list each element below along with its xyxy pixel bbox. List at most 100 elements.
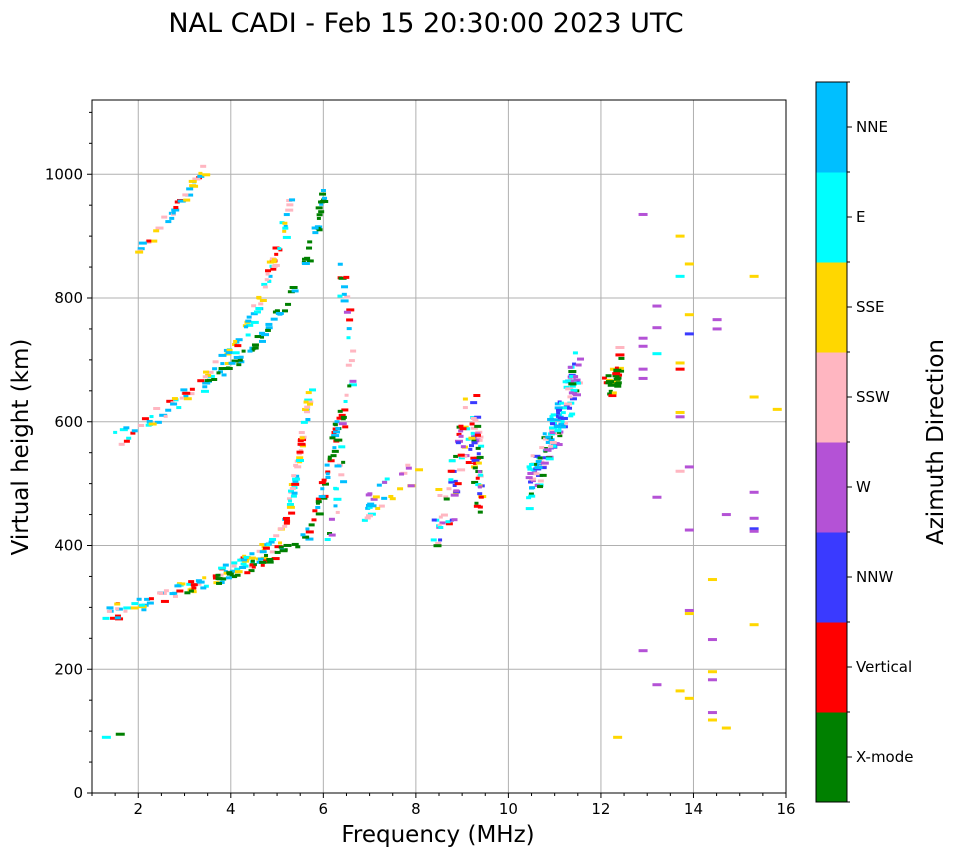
data-point bbox=[200, 586, 207, 590]
data-point bbox=[300, 420, 308, 424]
data-point bbox=[228, 361, 236, 365]
data-point bbox=[478, 473, 484, 477]
data-point bbox=[250, 312, 258, 316]
data-point bbox=[614, 384, 622, 388]
data-point bbox=[298, 449, 303, 453]
data-point bbox=[153, 229, 160, 233]
data-point bbox=[611, 391, 617, 395]
data-point bbox=[248, 569, 255, 573]
data-point bbox=[458, 434, 464, 438]
data-point bbox=[431, 518, 437, 522]
data-point bbox=[332, 427, 338, 431]
data-point bbox=[749, 623, 759, 627]
data-point bbox=[388, 494, 394, 498]
data-point bbox=[346, 308, 355, 312]
data-point bbox=[528, 480, 534, 484]
data-point bbox=[472, 466, 478, 470]
data-point bbox=[266, 260, 274, 264]
data-point bbox=[241, 349, 246, 353]
data-point bbox=[450, 493, 459, 497]
data-point bbox=[237, 358, 243, 362]
data-point bbox=[318, 210, 325, 214]
data-point bbox=[453, 479, 458, 483]
data-point bbox=[233, 339, 238, 343]
data-point bbox=[291, 482, 300, 486]
data-point bbox=[539, 446, 545, 450]
data-point bbox=[567, 379, 574, 383]
data-point bbox=[638, 376, 648, 380]
data-point bbox=[320, 189, 326, 193]
data-point bbox=[189, 387, 195, 391]
data-point bbox=[469, 422, 475, 426]
data-point bbox=[288, 483, 293, 487]
data-point bbox=[465, 437, 471, 441]
data-point bbox=[289, 487, 296, 491]
data-point bbox=[458, 429, 464, 433]
data-point bbox=[447, 469, 455, 473]
data-point bbox=[337, 294, 343, 298]
data-point bbox=[341, 292, 347, 296]
data-point bbox=[477, 485, 482, 489]
data-point bbox=[475, 476, 480, 480]
data-point bbox=[529, 462, 535, 466]
data-point bbox=[254, 335, 262, 339]
data-point bbox=[204, 379, 209, 383]
data-point bbox=[675, 415, 685, 419]
data-point bbox=[675, 234, 685, 238]
data-point bbox=[573, 375, 579, 379]
data-point bbox=[288, 499, 293, 503]
data-point bbox=[367, 512, 376, 516]
data-point bbox=[612, 374, 620, 378]
data-point bbox=[443, 495, 449, 499]
data-point bbox=[177, 199, 186, 203]
data-point bbox=[342, 425, 349, 429]
data-point bbox=[327, 457, 332, 461]
data-point bbox=[341, 408, 349, 412]
data-point bbox=[366, 514, 374, 518]
data-point bbox=[182, 391, 191, 395]
data-point bbox=[451, 518, 458, 522]
data-point bbox=[203, 370, 210, 374]
data-point bbox=[115, 607, 123, 611]
data-point bbox=[306, 259, 314, 263]
data-point bbox=[243, 555, 251, 559]
data-point bbox=[137, 247, 145, 251]
data-point bbox=[301, 257, 308, 261]
data-point bbox=[477, 492, 483, 496]
data-point bbox=[250, 559, 255, 563]
data-point bbox=[311, 518, 317, 522]
data-point bbox=[150, 239, 158, 243]
y-tick-label: 1000 bbox=[45, 165, 83, 183]
data-point bbox=[478, 495, 484, 499]
data-point bbox=[115, 732, 125, 736]
data-point bbox=[553, 418, 562, 422]
data-point bbox=[369, 504, 377, 508]
data-point bbox=[749, 516, 759, 520]
data-point bbox=[265, 560, 274, 564]
data-point bbox=[256, 560, 262, 564]
data-point bbox=[615, 381, 622, 385]
data-point bbox=[265, 328, 271, 332]
data-point bbox=[333, 423, 338, 427]
data-point bbox=[558, 422, 566, 426]
data-point bbox=[470, 456, 478, 460]
x-tick-label: 6 bbox=[319, 800, 329, 818]
colorbar-label-vertical: Vertical bbox=[856, 658, 912, 676]
data-point bbox=[684, 608, 694, 612]
data-point bbox=[138, 603, 145, 607]
data-point bbox=[468, 436, 476, 440]
x-tick-label: 16 bbox=[776, 800, 795, 818]
data-point bbox=[274, 550, 281, 554]
data-point bbox=[197, 379, 205, 383]
data-point bbox=[171, 208, 180, 212]
data-point bbox=[384, 477, 390, 481]
data-point bbox=[106, 609, 112, 613]
data-point bbox=[455, 441, 461, 445]
data-point bbox=[188, 179, 197, 183]
data-point bbox=[286, 497, 292, 501]
data-point bbox=[249, 565, 255, 569]
data-point bbox=[638, 336, 648, 340]
data-point bbox=[148, 422, 157, 426]
data-point bbox=[126, 436, 132, 440]
data-point bbox=[141, 417, 149, 421]
